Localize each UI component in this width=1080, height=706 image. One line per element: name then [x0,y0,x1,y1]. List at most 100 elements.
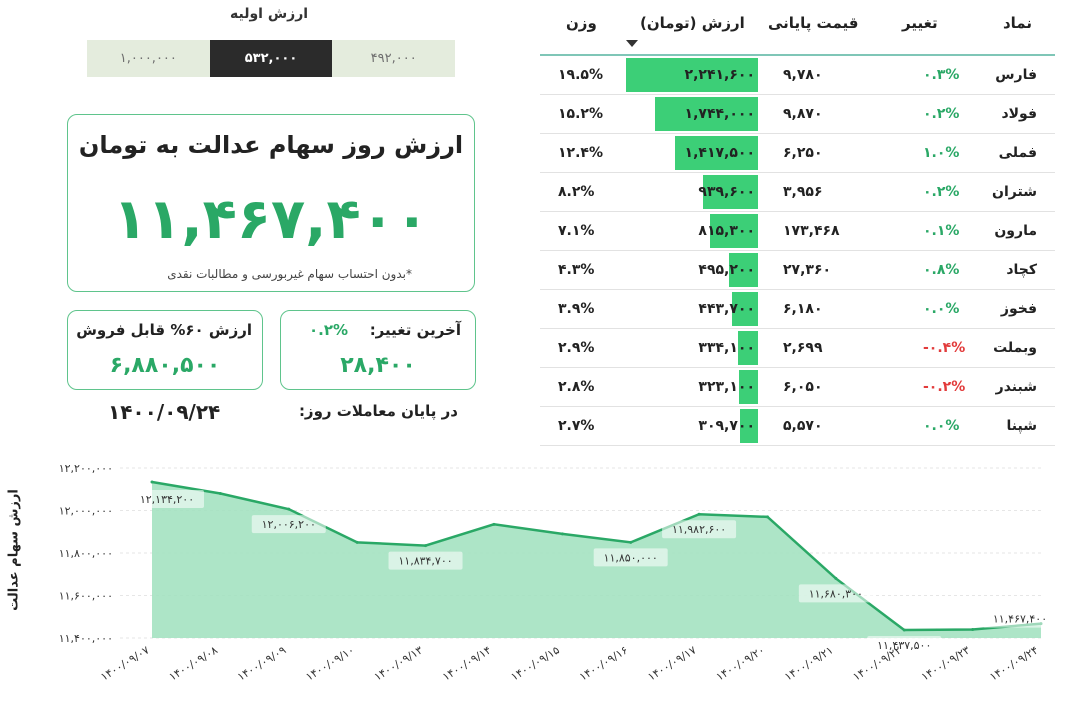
row-value: ۲,۲۴۱,۶۰۰ [684,67,755,83]
row-weight: ۳.۹% [558,301,595,317]
point-label: ۱۱,۴۳۷,۵۰۰ [877,639,931,652]
row-price: ۳,۹۵۶ [783,184,823,200]
table-row[interactable]: مارون ۰.۱% ۱۷۳,۴۶۸ ۸۱۵,۳۰۰ ۷.۱% [540,212,1055,251]
value-bar [626,58,758,92]
sort-desc-icon [626,40,638,47]
row-price: ۵,۵۷۰ [783,418,823,434]
col-header-value[interactable]: ارزش (تومان) [640,14,745,32]
equity-value-chart: ۱۱,۴۰۰,۰۰۰ ۱۱,۶۰۰,۰۰۰ ۱۱,۸۰۰,۰۰۰ ۱۲,۰۰۰,۰۰۰… [59,462,1057,684]
data-point [424,544,428,548]
y-tick-label: ۱۱,۸۰۰,۰۰۰ [59,547,113,560]
sellable-value-title: ارزش ۶۰% قابل فروش [76,321,252,339]
row-weight: ۱۵.۲% [558,106,603,122]
row-change: ۰.۲% [923,184,960,200]
point-label-bg [983,609,1057,628]
x-tick-label: ۱۴۰۰/۰۹/۲۱ [782,644,835,684]
row-value: ۱,۷۴۴,۰۰۰ [684,106,755,122]
row-change: ۰.۰% [923,418,960,434]
point-label-bg [388,551,463,570]
row-change: ۰.۱% [923,223,960,239]
table-row[interactable]: فولاد ۰.۲% ۹,۸۷۰ ۱,۷۴۴,۰۰۰ ۱۵.۲% [540,95,1055,134]
row-price: ۲,۶۹۹ [783,340,823,356]
row-price: ۶,۲۵۰ [783,145,823,161]
data-point [355,540,359,544]
row-value: ۱,۴۱۷,۵۰۰ [684,145,755,161]
value-bar [702,175,758,209]
row-symbol: شتران [992,184,1037,200]
data-point [492,522,496,526]
data-point [629,540,633,544]
row-price: ۹,۸۷۰ [783,106,823,122]
table-row[interactable]: وبملت -۰.۴% ۲,۶۹۹ ۳۳۴,۱۰۰ ۲.۹% [540,329,1055,368]
value-bar [739,409,758,443]
col-header-change[interactable]: تغییر [902,14,938,32]
x-tick-label: ۱۴۰۰/۰۹/۱۰ [303,644,356,684]
initial-value-option-532000[interactable]: ۵۳۲,۰۰۰ [209,40,333,77]
data-point [697,512,701,516]
value-bar [738,370,758,404]
table-row[interactable]: فخوز ۰.۰% ۶,۱۸۰ ۴۴۳,۷۰۰ ۳.۹% [540,290,1055,329]
equity-value-note: *بدون احتساب سهام غیربورسی و مطالبات نقد… [167,267,412,281]
row-symbol: شپنا [1006,418,1037,434]
point-label: ۱۱,۸۳۴,۷۰۰ [398,555,452,568]
col-header-price[interactable]: قیمت پایانی [768,14,859,32]
equity-value-title: ارزش روز سهام عدالت به تومان [78,131,464,159]
row-change: ۰.۰% [923,301,960,317]
row-symbol: فخوز [1000,301,1037,317]
table-row[interactable]: شبندر -۰.۲% ۶,۰۵۰ ۳۲۳,۱۰۰ ۲.۸% [540,368,1055,407]
header-divider [540,54,1055,56]
table-row[interactable]: شپنا ۰.۰% ۵,۵۷۰ ۳۰۹,۷۰۰ ۲.۷% [540,407,1055,446]
x-tick-label: ۱۴۰۰/۰۹/۰۷ [98,643,151,683]
row-weight: ۴.۳% [558,262,595,278]
row-symbol: فملی [998,145,1037,161]
row-change: ۱.۰% [923,145,960,161]
row-price: ۱۷۳,۴۶۸ [783,223,840,239]
row-weight: ۷.۱% [558,223,595,239]
table-row[interactable]: فملی ۱.۰% ۶,۲۵۰ ۱,۴۱۷,۵۰۰ ۱۲.۴% [540,134,1055,173]
value-bar [731,292,758,326]
row-value: ۴۹۵,۲۰۰ [698,262,755,278]
point-label-bg [593,548,668,567]
data-point [560,532,564,536]
data-point [218,492,222,495]
col-header-weight[interactable]: وزن [566,14,597,32]
row-value: ۳۰۹,۷۰۰ [698,418,755,434]
row-weight: ۲.۹% [558,340,595,356]
table-row[interactable]: فارس ۰.۳% ۹,۷۸۰ ۲,۲۴۱,۶۰۰ ۱۹.۵% [540,56,1055,95]
x-tick-label: ۱۴۰۰/۰۹/۲۰ [714,644,767,684]
initial-value-option-492000[interactable]: ۴۹۲,۰۰۰ [332,40,456,77]
point-label: ۱۱,۹۸۲,۶۰۰ [672,523,726,536]
x-tick-label: ۱۴۰۰/۰۹/۰۸ [167,643,220,683]
point-label-bg [251,515,326,534]
point-label: ۱۱,۶۸۰,۳۰۰ [809,587,863,600]
x-tick-label: ۱۴۰۰/۰۹/۲۴ [987,643,1040,683]
point-label: ۱۲,۱۳۴,۲۰۰ [140,493,194,506]
row-weight: ۲.۸% [558,379,595,395]
x-tick-label: ۱۴۰۰/۰۹/۱۴ [440,643,493,683]
value-bar [674,136,758,170]
x-tick-label: ۱۴۰۰/۰۹/۱۳ [372,643,425,683]
value-bar [738,331,758,365]
row-symbol: شبندر [995,379,1037,395]
row-symbol: فولاد [1001,106,1037,122]
last-change-title: آخرین تغییر: [369,321,461,339]
row-price: ۹,۷۸۰ [783,67,823,83]
initial-value-option-1000000[interactable]: ۱,۰۰۰,۰۰۰ [87,40,210,77]
data-point [834,576,838,580]
row-symbol: وبملت [993,340,1037,356]
table-row[interactable]: شتران ۰.۲% ۳,۹۵۶ ۹۳۹,۶۰۰ ۸.۲% [540,173,1055,212]
x-tick-label: ۱۴۰۰/۰۹/۱۶ [577,644,630,684]
data-point [287,507,291,511]
col-header-symbol[interactable]: نماد [1002,14,1032,32]
series-line [151,480,1042,632]
last-change-amount: ۲۸,۴۰۰ [340,353,416,378]
row-change: ۰.۳% [923,67,960,83]
last-change-card: آخرین تغییر: ۰.۲% ۲۸,۴۰۰ [280,310,476,390]
y-tick-label: ۱۲,۲۰۰,۰۰۰ [59,462,113,475]
row-value: ۳۲۳,۱۰۰ [698,379,755,395]
initial-value-title: ارزش اولیه [230,6,309,22]
point-label: ۱۱,۴۶۷,۴۰۰ [993,613,1047,626]
x-tick-label: ۱۴۰۰/۰۹/۰۹ [235,643,288,683]
row-change: -۰.۴% [923,340,966,356]
table-row[interactable]: کچاد ۰.۸% ۲۷,۳۶۰ ۴۹۵,۲۰۰ ۴.۳% [540,251,1055,290]
